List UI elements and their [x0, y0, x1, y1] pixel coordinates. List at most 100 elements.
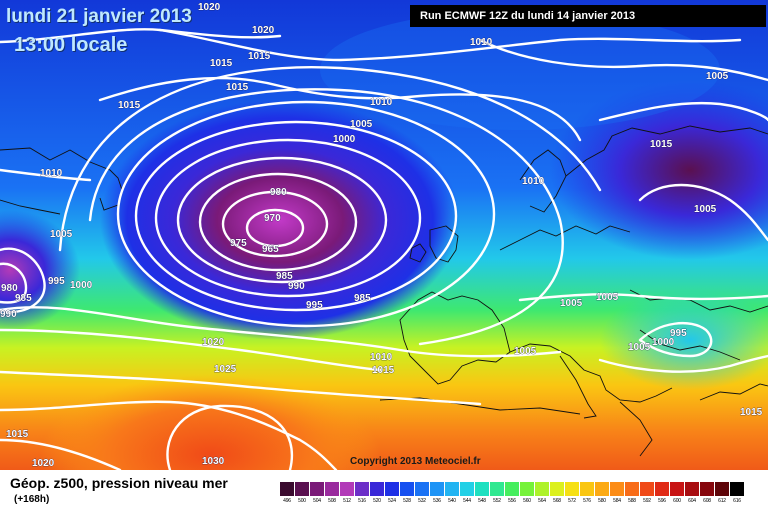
scale-label: 508 — [328, 498, 336, 504]
scale-label: 580 — [598, 498, 606, 504]
scale-swatch — [280, 482, 294, 496]
scale-label: 604 — [688, 498, 696, 504]
isobar-label: 990 — [288, 281, 305, 292]
isobar-label: 1010 — [522, 176, 545, 187]
isobar-label: 985 — [15, 293, 32, 304]
run-banner — [410, 5, 766, 27]
isobar-label: 975 — [230, 238, 247, 249]
scale-label: 532 — [418, 498, 426, 504]
isobar-label: 1015 — [210, 58, 233, 69]
scale-swatch — [580, 482, 594, 496]
isobar-label: 990 — [0, 309, 17, 320]
scale-label: 544 — [463, 498, 471, 504]
scale-label: 552 — [493, 498, 501, 504]
scale-swatch — [460, 482, 474, 496]
scale-label: 576 — [583, 498, 591, 504]
scale-label: 536 — [433, 498, 441, 504]
isobar-label: 1015 — [740, 407, 763, 418]
isobar-label: 1005 — [50, 229, 73, 240]
scale-label: 516 — [358, 498, 366, 504]
isobar-labels: 1020 1020 1015 1015 1015 1010 1005 1015 … — [0, 2, 763, 470]
isobar-label: 1005 — [706, 71, 729, 82]
isobar-label: 970 — [264, 213, 281, 224]
scale-label: 608 — [703, 498, 711, 504]
legend-title: Géop. z500, pression niveau mer — [10, 475, 228, 491]
scale-swatch — [355, 482, 369, 496]
isobar-label: 1005 — [560, 298, 583, 309]
scale-label: 616 — [733, 498, 741, 504]
isobar-label: 995 — [48, 276, 65, 287]
isobar-label: 1005 — [514, 346, 537, 357]
isobar-label: 1020 — [198, 2, 221, 13]
isobar-label: 995 — [306, 300, 323, 311]
scale-label: 612 — [718, 498, 726, 504]
scale-swatch — [520, 482, 534, 496]
scale-label: 568 — [553, 498, 561, 504]
scale-swatch — [715, 482, 729, 496]
scale-label: 528 — [403, 498, 411, 504]
isobar-label: 1010 — [370, 97, 393, 108]
scale-swatch — [655, 482, 669, 496]
isobar-label: 1015 — [372, 365, 395, 376]
scale-label: 556 — [508, 498, 516, 504]
scale-swatch — [385, 482, 399, 496]
scale-swatch — [625, 482, 639, 496]
isobar-label: 980 — [270, 187, 287, 198]
scale-swatch — [310, 482, 324, 496]
isobar-label: 1005 — [694, 204, 717, 215]
scale-label: 560 — [523, 498, 531, 504]
isobar-label: 1000 — [70, 280, 93, 291]
isobar-label: 1015 — [6, 429, 29, 440]
scale-swatch — [550, 482, 564, 496]
run-info: Run ECMWF 12Z du lundi 14 janvier 2013 — [420, 10, 636, 22]
scale-label: 500 — [298, 498, 306, 504]
isobar-label: 1020 — [32, 458, 55, 469]
isobar-label: 1015 — [118, 100, 141, 111]
isobar-label: 985 — [354, 293, 371, 304]
isobar-label: 1005 — [596, 292, 619, 303]
scale-swatch — [685, 482, 699, 496]
isobar-label: 1030 — [202, 456, 225, 467]
isobar-label: 1010 — [370, 352, 393, 363]
scale-swatch — [595, 482, 609, 496]
isobar-label: 1010 — [40, 168, 63, 179]
scale-label: 524 — [388, 498, 396, 504]
scale-label: 572 — [568, 498, 576, 504]
isobar-label: 1015 — [226, 82, 249, 93]
isobars — [0, 28, 768, 470]
scale-label: 564 — [538, 498, 546, 504]
scale-label: 540 — [448, 498, 456, 504]
isobar-label: 1005 — [628, 342, 651, 353]
isobar-label: 1000 — [652, 337, 675, 348]
scale-label: 588 — [628, 498, 636, 504]
scale-swatch — [325, 482, 339, 496]
forecast-time: 13:00 locale — [14, 34, 128, 56]
scale-swatch — [415, 482, 429, 496]
isobar-label: 1015 — [650, 139, 673, 150]
scale-swatch — [535, 482, 549, 496]
scale-swatch — [370, 482, 384, 496]
scale-swatch — [400, 482, 414, 496]
isobar-label: 1005 — [350, 119, 373, 130]
isobar-label: 1020 — [202, 337, 225, 348]
scale-swatch — [565, 482, 579, 496]
scale-swatch — [505, 482, 519, 496]
scale-label: 548 — [478, 498, 486, 504]
scale-swatch — [700, 482, 714, 496]
scale-swatch — [475, 482, 489, 496]
forecast-map-svg: 1020 1020 1015 1015 1015 1010 1005 1015 … — [0, 0, 768, 470]
scale-label: 600 — [673, 498, 681, 504]
isobar-label: 1025 — [214, 364, 237, 375]
scale-label: 584 — [613, 498, 621, 504]
scale-swatch — [490, 482, 504, 496]
scale-label: 592 — [643, 498, 651, 504]
isobar-label: 1020 — [252, 25, 275, 36]
scale-swatch — [430, 482, 444, 496]
isobar-label: 1000 — [333, 134, 356, 145]
scale-label: 596 — [658, 498, 666, 504]
copyright-notice: Copyright 2013 Meteociel.fr — [350, 456, 481, 467]
scale-label: 504 — [313, 498, 321, 504]
scale-swatch — [610, 482, 624, 496]
scale-swatch — [730, 482, 744, 496]
isobar-label: 965 — [262, 244, 279, 255]
